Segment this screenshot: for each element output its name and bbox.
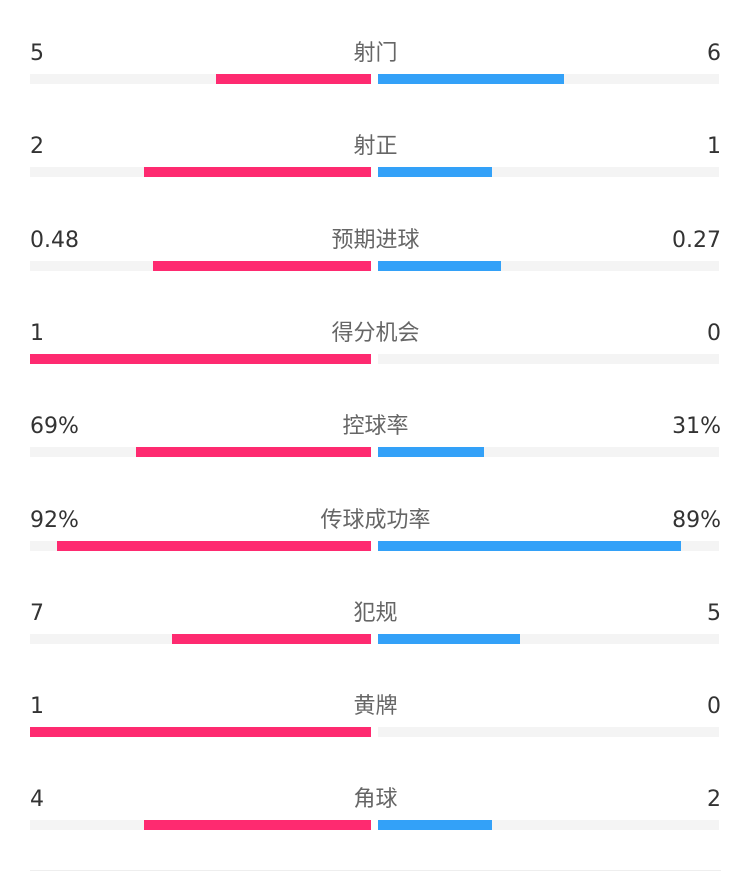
home-bar-track (30, 353, 371, 364)
home-bar-track (30, 820, 371, 831)
home-value: 2 (30, 134, 44, 160)
home-value: 7 (30, 600, 44, 626)
stat-label: 射门 (353, 41, 398, 66)
home-bar-fill (143, 820, 371, 831)
stat-label: 犯规 (353, 600, 398, 626)
away-value: 0 (707, 320, 721, 346)
away-value: 5 (707, 600, 721, 626)
stat-row: 0.48 预期进球 0.27 (30, 217, 721, 310)
away-bar-track (378, 167, 719, 178)
home-bar-track (30, 540, 371, 551)
away-bar-track (378, 633, 719, 644)
away-bar-fill (378, 74, 564, 84)
home-bar-fill (143, 167, 371, 178)
home-bar-track (30, 167, 371, 178)
away-bar-track (378, 727, 719, 738)
away-value: 89% (672, 507, 721, 533)
stat-label: 黄牌 (353, 694, 398, 720)
stat-label: 射正 (353, 134, 398, 160)
stat-row: 5 射门 6 (30, 30, 721, 123)
away-value: 6 (707, 41, 721, 66)
stat-row: 92% 传球成功率 89% (30, 497, 721, 590)
stat-label: 传球成功率 (320, 507, 431, 533)
away-bar-fill (378, 820, 492, 831)
home-bar-track (30, 74, 371, 84)
away-bar-fill (378, 260, 501, 271)
home-bar-fill (57, 540, 371, 551)
away-bar-track (378, 447, 719, 458)
away-value: 1 (707, 134, 721, 160)
away-bar-fill (378, 167, 492, 178)
away-bar-fill (378, 540, 682, 551)
home-value: 69% (30, 414, 79, 440)
home-bar-fill (135, 447, 371, 458)
home-bar-fill (172, 633, 371, 644)
home-bar-fill (215, 74, 371, 84)
away-bar-track (378, 820, 719, 831)
away-value: 2 (707, 787, 721, 813)
home-bar-fill (30, 353, 371, 364)
away-bar-track (378, 353, 719, 364)
away-value: 31% (672, 414, 721, 440)
away-bar-fill (378, 633, 521, 644)
home-bar-fill (152, 260, 371, 271)
home-bar-fill (30, 727, 371, 738)
stat-row: 2 射正 1 (30, 123, 721, 216)
home-bar-track (30, 260, 371, 271)
away-bar-track (378, 74, 719, 84)
home-bar-track (30, 447, 371, 458)
stat-row: 1 黄牌 0 (30, 683, 721, 776)
stat-row: 69% 控球率 31% (30, 403, 721, 496)
stat-label: 预期进球 (331, 227, 420, 253)
home-value: 5 (30, 41, 44, 66)
stat-label: 控球率 (342, 414, 409, 440)
home-bar-track (30, 633, 371, 644)
stat-row: 7 犯规 5 (30, 590, 721, 683)
home-value: 0.48 (30, 227, 79, 253)
home-value: 92% (30, 507, 79, 533)
home-bar-track (30, 727, 371, 738)
stat-row: 1 得分机会 0 (30, 310, 721, 403)
away-bar-fill (378, 447, 484, 458)
divider (30, 870, 721, 871)
away-value: 0 (707, 694, 721, 720)
home-value: 1 (30, 694, 44, 720)
away-value: 0.27 (672, 227, 721, 253)
away-bar-track (378, 260, 719, 271)
stat-label: 得分机会 (331, 320, 420, 346)
stat-row: 4 角球 2 (30, 776, 721, 869)
stat-label: 角球 (353, 787, 398, 813)
home-value: 1 (30, 320, 44, 346)
away-bar-track (378, 540, 719, 551)
home-value: 4 (30, 787, 44, 813)
